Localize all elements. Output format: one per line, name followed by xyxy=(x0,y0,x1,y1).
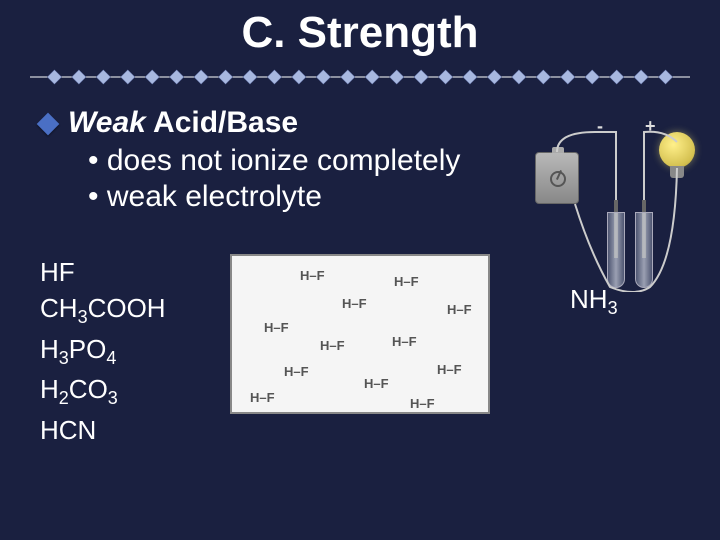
hf-molecule: H–F xyxy=(447,302,472,317)
diamond-bullet-icon xyxy=(37,113,60,136)
hf-molecule: H–F xyxy=(342,296,367,311)
electrolyte-apparatus: - + xyxy=(535,112,695,292)
lightbulb-icon xyxy=(659,132,695,168)
hf-molecule: H–F xyxy=(320,338,345,353)
battery-icon xyxy=(535,152,579,204)
acid-item: H3PO4 xyxy=(40,331,220,371)
minus-sign: - xyxy=(597,116,603,137)
acid-list: HF CH3COOH H3PO4 H2CO3 HCN xyxy=(40,254,220,448)
hf-molecule: H–F xyxy=(364,376,389,391)
acid-item: H2CO3 xyxy=(40,371,220,411)
hf-molecule: H–F xyxy=(394,274,419,289)
acid-item: HCN xyxy=(40,412,220,448)
battery-gauge-icon xyxy=(550,171,566,187)
heading-bold: Weak xyxy=(68,106,146,139)
hf-molecule: H–F xyxy=(392,334,417,349)
heading-text: Weak Acid/Base xyxy=(68,106,298,140)
divider-svg xyxy=(30,66,690,88)
test-tube-icon xyxy=(607,212,625,288)
acid-item: CH3COOH xyxy=(40,290,220,330)
slide-title: C. Strength xyxy=(0,0,720,58)
test-tube-icon xyxy=(635,212,653,288)
hf-molecule: H–F xyxy=(437,362,462,377)
hf-molecule-diagram: H–F H–F H–F H–F H–F H–F H–F H–F H–F H–F H–F H–F xyxy=(230,254,490,414)
plus-sign: + xyxy=(645,116,656,137)
acid-item: HF xyxy=(40,254,220,290)
hf-molecule: H–F xyxy=(264,320,289,335)
hf-molecule: H–F xyxy=(300,268,325,283)
hf-molecule: H–F xyxy=(410,396,435,411)
decorative-divider xyxy=(0,66,720,88)
hf-molecule: H–F xyxy=(250,390,275,405)
heading-rest: Acid/Base xyxy=(146,106,298,139)
hf-molecule: H–F xyxy=(284,364,309,379)
